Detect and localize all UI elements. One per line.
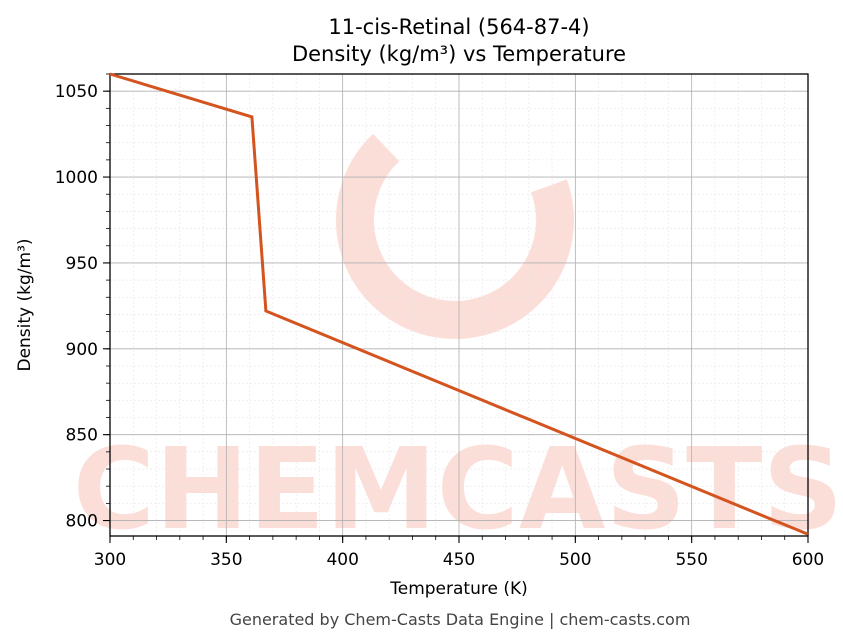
x-tick-label: 550: [675, 550, 707, 570]
x-tick-label: 350: [210, 550, 242, 570]
footer-credit: Generated by Chem-Casts Data Engine | ch…: [230, 610, 691, 629]
chart-title-line2: Density (kg/m³) vs Temperature: [292, 42, 626, 66]
x-axis-label: Temperature (K): [389, 579, 528, 599]
density-series-line: [109, 72, 809, 536]
x-tick-label: 600: [792, 550, 824, 570]
y-tick-label: 950: [66, 254, 98, 274]
major-grid: [109, 74, 809, 536]
y-tick-label: 850: [66, 426, 98, 446]
y-tick-label: 900: [66, 340, 98, 360]
y-tick-label: 1050: [55, 82, 98, 102]
x-tick-label: 450: [443, 550, 475, 570]
x-tick-label: 300: [94, 550, 126, 570]
x-tick-label: 400: [326, 550, 358, 570]
watermark-text: CHEMCASTS: [73, 425, 843, 555]
y-axis-label: Density (kg/m³): [15, 238, 35, 371]
x-tick-label: 500: [559, 550, 591, 570]
y-tick-label: 1000: [55, 168, 98, 188]
watermark: CHEMCASTS: [73, 101, 843, 555]
y-tick-label: 800: [66, 512, 98, 532]
chart-title-line1: 11-cis-Retinal (564-87-4): [328, 15, 589, 39]
watermark-logo-ring: [336, 101, 574, 339]
y-axis-ticks: 800 850 900 950 1000 1050: [55, 73, 110, 532]
x-axis-ticks: 300 350 400 450 500 550 600: [94, 536, 824, 570]
series-layer: [109, 72, 809, 536]
